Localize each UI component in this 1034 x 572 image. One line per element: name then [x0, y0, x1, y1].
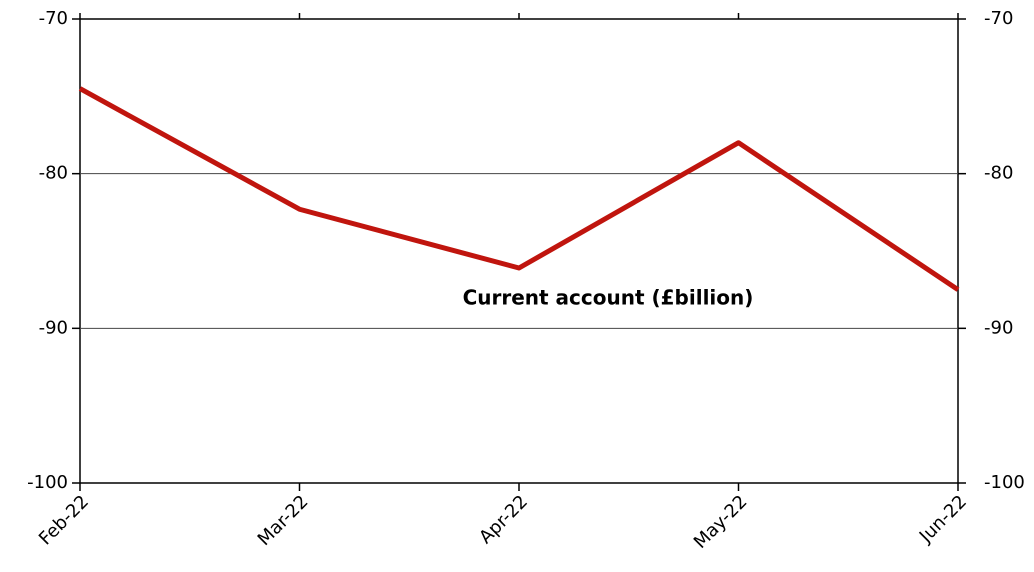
x-tick-label: Apr-22: [475, 491, 532, 548]
x-tick-label: Jun-22: [915, 491, 971, 547]
data-line: [78, 86, 960, 292]
series-annotation: Current account (£billion): [463, 286, 754, 310]
y-tick-label: -100: [27, 472, 68, 493]
y2-tick-label: -70: [984, 8, 1013, 29]
y2-tick-label: -90: [984, 317, 1013, 338]
plot-frame: [79, 18, 959, 484]
y2-tick-label: -80: [984, 163, 1013, 184]
x-tick-label: Feb-22: [35, 491, 93, 549]
x-tick-label: May-22: [690, 491, 752, 553]
x-tick-label: Mar-22: [254, 491, 313, 550]
y-tick-label: -80: [39, 163, 68, 184]
y-tick-label: -90: [39, 317, 68, 338]
y-tick-label: -70: [39, 8, 68, 29]
y2-tick-label: -100: [984, 472, 1025, 493]
